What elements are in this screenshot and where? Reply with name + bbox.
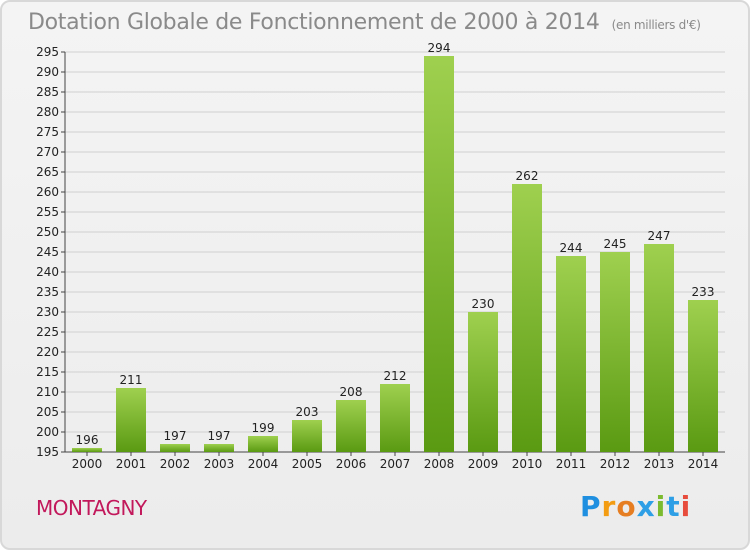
bar <box>600 252 630 452</box>
x-tick-label: 2000 <box>72 457 103 471</box>
logo-letter: x <box>636 490 656 523</box>
y-tick-label: 205 <box>36 405 59 419</box>
chart-title: Dotation Globale de Fonctionnement de 20… <box>28 10 701 35</box>
commune-name: MONTAGNY <box>36 496 147 520</box>
bar <box>248 436 278 452</box>
bar <box>468 312 498 452</box>
x-tick-label: 2010 <box>512 457 543 471</box>
bar <box>204 444 234 452</box>
x-tick-label: 2004 <box>248 457 279 471</box>
logo-letter: i <box>680 490 692 523</box>
y-tick-label: 245 <box>36 245 59 259</box>
data-label: 262 <box>516 169 539 183</box>
x-tick-label: 2005 <box>292 457 323 471</box>
y-tick-label: 195 <box>36 445 59 459</box>
y-tick-label: 265 <box>36 165 59 179</box>
y-tick-label: 210 <box>36 385 59 399</box>
y-tick-label: 280 <box>36 105 59 119</box>
chart-subtitle: (en milliers d'€) <box>611 18 701 32</box>
data-label: 199 <box>252 421 275 435</box>
x-tick-label: 2014 <box>688 457 719 471</box>
logo-letter: o <box>616 490 637 523</box>
data-label: 212 <box>384 369 407 383</box>
x-tick-label: 2008 <box>424 457 455 471</box>
bar <box>380 384 410 452</box>
bar <box>116 388 146 452</box>
logo-letter: i <box>655 490 667 523</box>
data-label: 197 <box>208 429 231 443</box>
data-label: 230 <box>472 297 495 311</box>
bar <box>556 256 586 452</box>
logo-letter: r <box>601 490 617 523</box>
x-tick-label: 2006 <box>336 457 367 471</box>
bar <box>160 444 190 452</box>
x-tick-label: 2002 <box>160 457 191 471</box>
bar <box>292 420 322 452</box>
y-tick-label: 240 <box>36 265 59 279</box>
y-tick-label: 290 <box>36 65 59 79</box>
bars <box>72 56 718 452</box>
labels: 195 200 205 210 215 220 225 230 235 240 245 250 255 2… <box>36 41 718 471</box>
x-tick-label: 2001 <box>116 457 147 471</box>
y-tick-label: 220 <box>36 345 59 359</box>
x-tick-label: 2003 <box>204 457 235 471</box>
x-tick-label: 2013 <box>644 457 675 471</box>
bar <box>512 184 542 452</box>
y-tick-label: 200 <box>36 425 59 439</box>
proxiti-logo: Proxiti <box>580 490 691 523</box>
data-label: 233 <box>692 285 715 299</box>
y-tick-label: 285 <box>36 85 59 99</box>
title-text: Dotation Globale de Fonctionnement de 20… <box>28 10 600 35</box>
data-label: 211 <box>120 373 143 387</box>
bar <box>424 56 454 452</box>
data-label: 247 <box>648 229 671 243</box>
bar <box>688 300 718 452</box>
y-tick-label: 215 <box>36 365 59 379</box>
logo-letter: P <box>580 490 602 523</box>
y-tick-label: 235 <box>36 285 59 299</box>
x-tick-label: 2007 <box>380 457 411 471</box>
y-tick-label: 295 <box>36 45 59 59</box>
data-label: 244 <box>560 241 583 255</box>
bar <box>336 400 366 452</box>
y-tick-label: 255 <box>36 205 59 219</box>
y-tick-label: 250 <box>36 225 59 239</box>
data-label: 294 <box>428 41 451 55</box>
logo-letter: t <box>666 490 681 523</box>
data-label: 203 <box>296 405 319 419</box>
data-label: 197 <box>164 429 187 443</box>
data-label: 196 <box>76 433 99 447</box>
bar <box>644 244 674 452</box>
y-tick-label: 275 <box>36 125 59 139</box>
bar <box>72 448 102 452</box>
y-tick-label: 225 <box>36 325 59 339</box>
x-tick-label: 2012 <box>600 457 631 471</box>
x-tick-label: 2011 <box>556 457 587 471</box>
data-label: 208 <box>340 385 363 399</box>
y-tick-label: 230 <box>36 305 59 319</box>
y-tick-label: 270 <box>36 145 59 159</box>
y-tick-label: 260 <box>36 185 59 199</box>
data-label: 245 <box>604 237 627 251</box>
x-tick-label: 2009 <box>468 457 499 471</box>
